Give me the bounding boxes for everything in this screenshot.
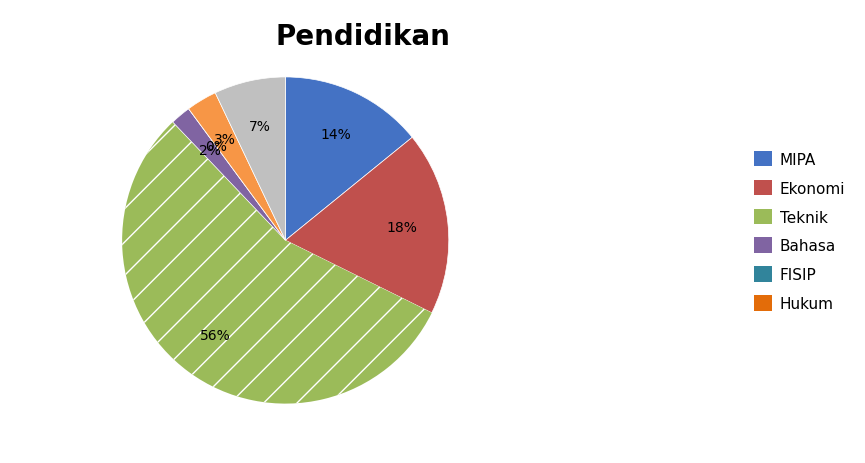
Wedge shape: [285, 78, 413, 241]
Text: 3%: 3%: [215, 133, 236, 147]
Wedge shape: [215, 78, 285, 241]
Text: 0%: 0%: [205, 139, 227, 153]
Text: Pendidikan: Pendidikan: [276, 23, 451, 51]
Wedge shape: [189, 110, 285, 241]
Legend: MIPA, Ekonomi, Teknik, Bahasa, FISIP, Hukum: MIPA, Ekonomi, Teknik, Bahasa, FISIP, Hu…: [746, 144, 853, 319]
Text: 18%: 18%: [387, 221, 418, 235]
Wedge shape: [285, 138, 449, 313]
Wedge shape: [189, 94, 285, 241]
Text: 7%: 7%: [248, 119, 271, 133]
Text: 14%: 14%: [321, 128, 351, 142]
Wedge shape: [173, 110, 285, 241]
Text: 2%: 2%: [199, 144, 221, 158]
Wedge shape: [122, 123, 432, 404]
Text: 56%: 56%: [201, 328, 231, 342]
